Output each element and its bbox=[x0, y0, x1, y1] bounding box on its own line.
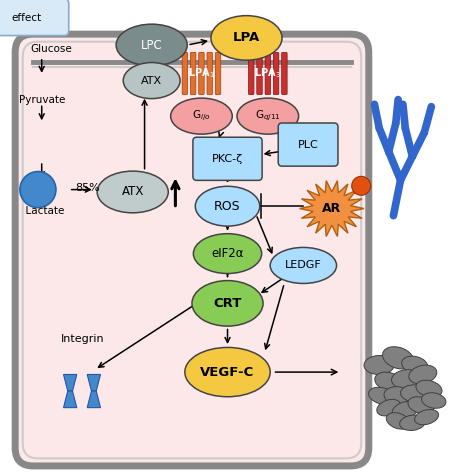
Ellipse shape bbox=[116, 24, 187, 66]
Circle shape bbox=[352, 176, 371, 195]
Ellipse shape bbox=[195, 186, 260, 226]
Text: PLC: PLC bbox=[298, 139, 319, 150]
FancyBboxPatch shape bbox=[15, 34, 369, 466]
FancyBboxPatch shape bbox=[278, 123, 338, 166]
Text: LPA$_3$: LPA$_3$ bbox=[255, 66, 281, 81]
Ellipse shape bbox=[392, 369, 421, 390]
Polygon shape bbox=[64, 374, 77, 391]
Text: G$_{q/11}$: G$_{q/11}$ bbox=[255, 109, 281, 123]
FancyBboxPatch shape bbox=[215, 53, 221, 95]
Text: ATX: ATX bbox=[141, 75, 162, 86]
FancyBboxPatch shape bbox=[248, 53, 254, 95]
FancyBboxPatch shape bbox=[265, 53, 271, 95]
Text: Pyruvate: Pyruvate bbox=[19, 94, 65, 105]
Text: LPC: LPC bbox=[141, 38, 163, 52]
Polygon shape bbox=[87, 374, 100, 391]
FancyBboxPatch shape bbox=[191, 53, 196, 95]
FancyBboxPatch shape bbox=[193, 137, 262, 180]
Ellipse shape bbox=[386, 413, 410, 429]
FancyBboxPatch shape bbox=[257, 53, 262, 95]
Ellipse shape bbox=[415, 410, 438, 425]
Circle shape bbox=[20, 172, 56, 208]
Ellipse shape bbox=[408, 397, 434, 414]
Ellipse shape bbox=[185, 347, 270, 397]
Polygon shape bbox=[300, 181, 364, 237]
Text: CRT: CRT bbox=[213, 297, 242, 310]
Text: Glucose: Glucose bbox=[31, 44, 73, 55]
Ellipse shape bbox=[211, 16, 282, 60]
Ellipse shape bbox=[364, 356, 394, 374]
Text: ROS: ROS bbox=[214, 200, 241, 213]
Polygon shape bbox=[64, 391, 77, 408]
Ellipse shape bbox=[383, 347, 414, 369]
Text: LEDGF: LEDGF bbox=[285, 260, 322, 271]
Text: VEGF-C: VEGF-C bbox=[201, 365, 255, 379]
Text: ATX: ATX bbox=[121, 185, 144, 199]
FancyBboxPatch shape bbox=[273, 53, 279, 95]
Ellipse shape bbox=[270, 247, 337, 283]
Polygon shape bbox=[87, 391, 100, 408]
Ellipse shape bbox=[401, 356, 428, 374]
Text: LPA: LPA bbox=[233, 31, 260, 45]
Ellipse shape bbox=[193, 234, 262, 273]
Ellipse shape bbox=[401, 385, 429, 402]
FancyBboxPatch shape bbox=[282, 53, 287, 95]
Text: Lactate: Lactate bbox=[19, 206, 64, 216]
Text: LPA$_1$: LPA$_1$ bbox=[188, 66, 215, 81]
FancyBboxPatch shape bbox=[199, 53, 204, 95]
Ellipse shape bbox=[97, 171, 168, 213]
Ellipse shape bbox=[123, 63, 180, 99]
Ellipse shape bbox=[400, 415, 425, 430]
Ellipse shape bbox=[392, 402, 419, 418]
Text: G$_{i/o}$: G$_{i/o}$ bbox=[192, 109, 211, 124]
Ellipse shape bbox=[384, 387, 412, 405]
Text: AR: AR bbox=[322, 202, 341, 215]
Ellipse shape bbox=[369, 387, 394, 404]
Ellipse shape bbox=[409, 365, 437, 384]
Text: 85%: 85% bbox=[75, 183, 100, 193]
Ellipse shape bbox=[416, 381, 442, 397]
FancyBboxPatch shape bbox=[0, 0, 69, 36]
FancyBboxPatch shape bbox=[207, 53, 212, 95]
Ellipse shape bbox=[171, 98, 232, 134]
FancyBboxPatch shape bbox=[182, 53, 188, 95]
Ellipse shape bbox=[192, 281, 263, 326]
Ellipse shape bbox=[237, 98, 299, 134]
Ellipse shape bbox=[374, 373, 403, 391]
Text: PKC-ζ: PKC-ζ bbox=[212, 154, 243, 164]
Text: Integrin: Integrin bbox=[61, 334, 105, 344]
Text: eIF2α: eIF2α bbox=[211, 247, 244, 260]
Text: effect: effect bbox=[11, 12, 41, 23]
Ellipse shape bbox=[376, 400, 401, 415]
Ellipse shape bbox=[421, 393, 446, 408]
